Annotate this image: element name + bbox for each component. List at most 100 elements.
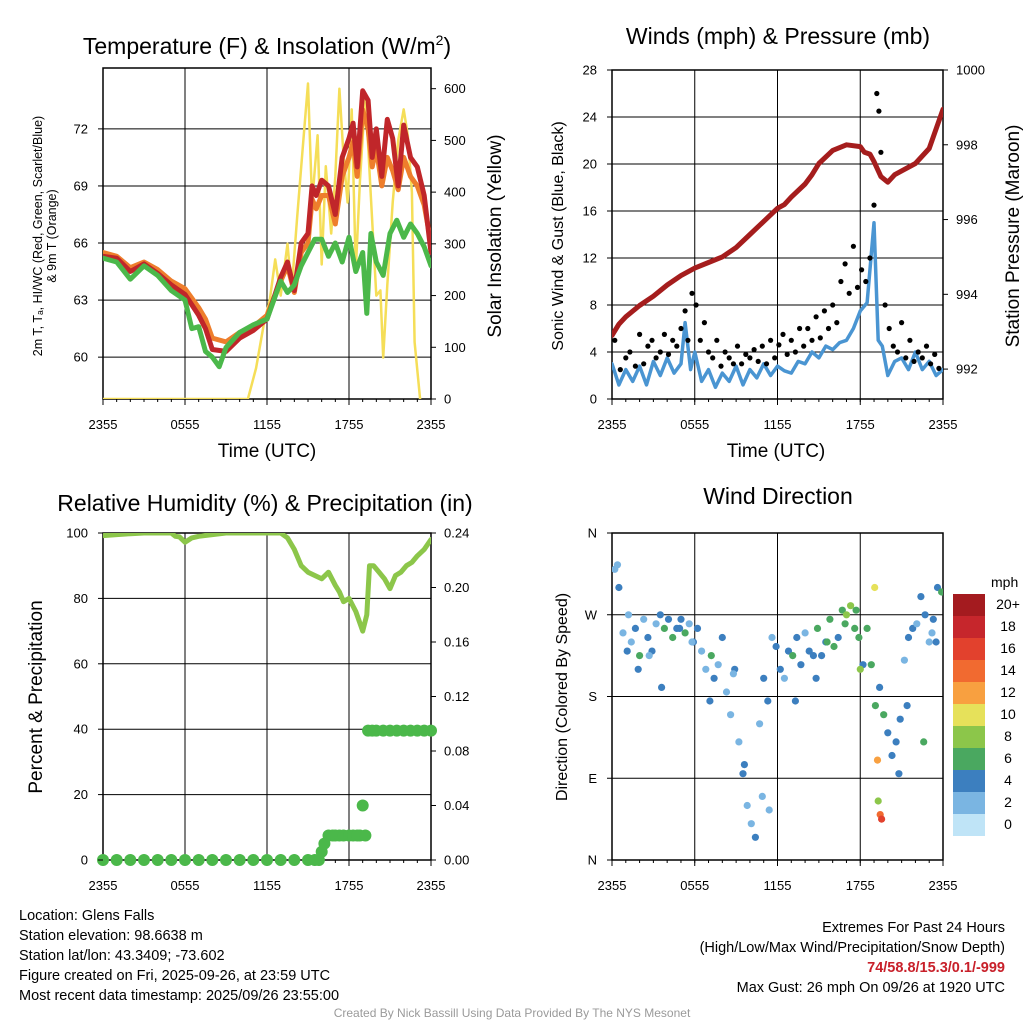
gust-point: [784, 351, 790, 357]
direction-point: [640, 615, 648, 623]
gust-point: [743, 351, 749, 357]
temp-title-end: ): [443, 33, 451, 59]
wind-title: Winds (mph) & Pressure (mb): [626, 23, 930, 49]
direction-point: [830, 642, 838, 651]
direction-point: [652, 620, 660, 628]
direction-point: [780, 674, 789, 682]
gust-point: [661, 331, 668, 337]
gust-point: [689, 290, 695, 296]
direction-point: [932, 638, 940, 646]
direction-point: [768, 633, 776, 642]
direction-point: [856, 665, 864, 673]
direction-point: [851, 624, 859, 633]
station-location: Location: Glens Falls: [19, 908, 155, 924]
direction-point: [925, 638, 933, 646]
dir-y-tick-label: S: [588, 689, 597, 704]
colorbar-swatch: [953, 704, 985, 726]
wind-y-tick-label: 4: [590, 345, 597, 360]
direction-point: [636, 652, 644, 660]
gust-point: [923, 343, 930, 349]
direction-point: [920, 738, 928, 746]
gust-point: [817, 335, 823, 341]
colorbar-label: 14: [1000, 662, 1016, 678]
direction-point: [921, 611, 929, 619]
direction-point: [656, 611, 664, 619]
rh-y-axis-label: Percent & Precipitation: [26, 600, 47, 793]
precip-point: [356, 799, 369, 812]
direction-point: [888, 751, 896, 760]
gust-point: [878, 149, 884, 155]
direction-point: [706, 697, 714, 705]
temp-2m-line: [103, 88, 431, 354]
colorbar-label: 10: [1000, 706, 1016, 722]
gust-point: [932, 351, 938, 357]
direction-point: [615, 583, 623, 592]
precip-point: [261, 854, 273, 866]
gust-point: [809, 337, 815, 343]
most-recent-data: Most recent data timestamp: 2025/09/26 2…: [19, 988, 340, 1004]
precip-point: [151, 854, 164, 866]
gust-point: [670, 337, 676, 343]
wind-y2-axis-label: Station Pressure (Maroon): [1003, 125, 1024, 348]
colorbar-swatch: [953, 660, 985, 682]
direction-point: [764, 697, 772, 705]
direction-point: [793, 633, 801, 642]
direction-point: [838, 606, 846, 614]
wind-y-tick-label: 0: [590, 392, 597, 407]
rh-x-tick-label: 2355: [417, 878, 446, 893]
wind-x-tick-label: 0555: [680, 417, 709, 432]
colorbar-label: 20+: [996, 596, 1020, 612]
extremes-subtitle: (High/Low/Max Wind/Precipitation/Snow De…: [699, 940, 1005, 956]
temp-y2-tick-label: 600: [444, 81, 466, 96]
gust-point: [627, 349, 633, 355]
gust-point: [838, 278, 844, 285]
direction-point: [677, 615, 685, 623]
direction-point: [909, 624, 917, 633]
temp-y2-axis-label: Solar Insolation (Yellow): [485, 134, 506, 337]
direction-point: [735, 738, 743, 746]
gust-point: [867, 255, 873, 261]
direction-point: [913, 620, 921, 628]
precip-point: [110, 854, 123, 866]
gust-point: [915, 349, 921, 355]
direction-point: [904, 633, 913, 642]
gust-point: [763, 361, 770, 367]
direction-point: [867, 661, 875, 669]
gust-point: [792, 349, 799, 355]
precip-point: [165, 854, 178, 866]
precip-point: [274, 854, 287, 866]
dir-x-tick-label: 2355: [598, 878, 627, 893]
colorbar-swatch: [953, 616, 985, 638]
direction-point: [823, 638, 831, 646]
direction-point: [624, 611, 633, 619]
extremes-title: Extremes For Past 24 Hours: [822, 920, 1005, 936]
colorbar-label: 8: [1004, 728, 1012, 744]
dir-x-tick-label: 1755: [846, 878, 875, 893]
gust-point: [850, 243, 857, 249]
direction-point: [791, 697, 800, 705]
direction-point: [871, 702, 880, 710]
gust-point: [734, 343, 741, 349]
gust-point: [768, 337, 774, 343]
gust-point: [722, 349, 728, 355]
direction-point: [751, 833, 760, 841]
figure-created: Figure created on Fri, 2025-09-26, at 23…: [19, 968, 331, 984]
direction-point: [880, 711, 888, 719]
gust-point: [682, 308, 688, 314]
direction-point: [809, 652, 818, 660]
dir-y-tick-label: N: [588, 526, 597, 541]
colorbar-label: 18: [1000, 618, 1016, 634]
gust-point: [710, 355, 716, 361]
direction-point: [917, 593, 925, 601]
rh-y2-tick-label: 0.04: [444, 798, 469, 813]
temp-title-sup: 2: [436, 32, 444, 48]
colorbar-label: 6: [1004, 750, 1012, 766]
gust-point: [854, 284, 861, 290]
wind-y2-tick-label: 1000: [956, 63, 985, 78]
direction-point: [685, 620, 693, 628]
gust-point: [874, 90, 880, 97]
colorbar-swatch: [953, 682, 985, 704]
gust-point: [697, 337, 703, 343]
gust-point: [653, 355, 659, 361]
